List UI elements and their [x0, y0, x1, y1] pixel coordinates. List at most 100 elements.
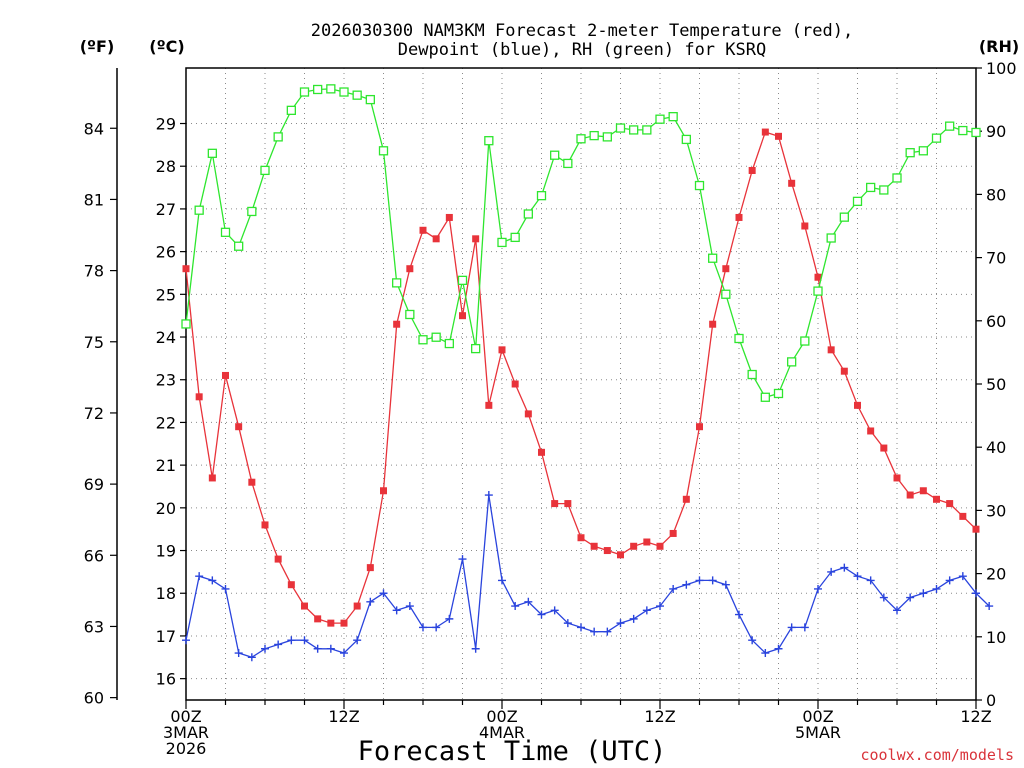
x-tick-label: 12Z [960, 707, 991, 726]
dewpoint-line [185, 494, 990, 659]
temperature-point [840, 367, 848, 375]
temperature-point [406, 265, 414, 273]
dewpoint-point [669, 584, 678, 593]
temperature-point [748, 166, 756, 174]
dewpoint-point [392, 606, 401, 615]
x-tick-label: 00Z [802, 707, 833, 726]
rh-point [365, 94, 375, 105]
rh-point [813, 286, 823, 296]
temperature-point [261, 521, 269, 529]
rh-point [286, 105, 296, 115]
rh-point [681, 134, 691, 145]
dewpoint-point [458, 555, 467, 564]
rh-point [839, 212, 849, 222]
rh-point [234, 241, 244, 251]
dewpoint-point [721, 580, 730, 589]
rh-point [773, 388, 784, 399]
rh-point [484, 136, 494, 146]
rh-point [694, 180, 705, 191]
dewpoint-point [774, 644, 783, 653]
dewpoint-point [261, 644, 269, 653]
dewpoint-point [221, 584, 230, 593]
celsius-tick-label: 28 [156, 157, 176, 176]
temperature-point [511, 380, 519, 388]
dewpoint-point [708, 576, 717, 585]
rh-point [879, 185, 889, 195]
fahrenheit-tick-label: 72 [84, 404, 104, 423]
dewpoint-point [827, 567, 836, 576]
rh-point [826, 233, 836, 243]
temperature-point [933, 495, 940, 503]
rh-point [852, 196, 863, 207]
dewpoint-point [893, 606, 901, 615]
dewpoint-point [274, 640, 283, 649]
temperature-point [814, 273, 822, 281]
dewpoint-point [537, 610, 546, 619]
fahrenheit-tick-label: 69 [84, 475, 104, 494]
dewpoint-point [853, 572, 862, 581]
rh-tick-label: 30 [986, 501, 1006, 520]
rh-tick-label: 60 [986, 312, 1006, 331]
x-tick-label: 00Z [486, 707, 517, 726]
rh-point [945, 121, 955, 131]
temperature-point [393, 320, 401, 328]
rh-point [800, 336, 810, 346]
rh-point [405, 309, 415, 320]
rh-point [866, 182, 876, 193]
rh-point [747, 369, 757, 380]
dewpoint-point [300, 636, 309, 645]
temperature-point [761, 128, 769, 136]
credit-text: coolwx.com/models [860, 746, 1014, 764]
rh-point [668, 112, 678, 122]
fahrenheit-tick-label: 81 [84, 190, 104, 209]
series-dewpoint [182, 491, 994, 662]
rh-point [892, 173, 902, 183]
fahrenheit-tick-label: 78 [84, 262, 104, 281]
chart-title-line-1: 2026030300 NAM3KM Forecast 2-meter Tempe… [311, 21, 853, 41]
rh-point [958, 125, 968, 136]
dewpoint-point [906, 593, 915, 602]
temperature-point [274, 555, 282, 563]
dewpoint-point [182, 636, 190, 645]
rh-point [971, 127, 981, 138]
axes: 60 63 66 69 72 75 78 81 84 16 17 18 19 20 21 22 23 24 25 26… [84, 59, 1017, 758]
temperature-point [472, 235, 480, 243]
x-tick-label: 3MAR [163, 723, 209, 742]
temperature-point [524, 410, 532, 418]
dewpoint-point [247, 653, 256, 662]
dewpoint-point [287, 636, 296, 645]
temperature-point [564, 500, 572, 508]
dewpoint-point [945, 576, 954, 585]
dewpoint-point [498, 576, 506, 585]
temperature-point [208, 474, 216, 482]
temperature-point [854, 401, 861, 409]
rh-point [194, 205, 204, 215]
temperature-point [195, 393, 203, 401]
temperature-point [314, 615, 322, 623]
celsius-tick-label: 21 [156, 456, 176, 475]
dewpoint-point [195, 572, 204, 581]
rh-point [550, 150, 560, 160]
temperature-point [709, 320, 717, 328]
rh-point [313, 84, 323, 95]
rh-point [721, 289, 731, 299]
fahrenheit-tick-label: 75 [84, 333, 104, 352]
temperature-point [630, 542, 638, 550]
temperature-point [327, 619, 335, 627]
dewpoint-point [958, 572, 967, 581]
x-tick-label: 00Z [170, 707, 201, 726]
rh-point [589, 130, 599, 141]
rh-point [339, 87, 349, 97]
rh-point [392, 278, 402, 288]
dewpoint-point [590, 627, 599, 636]
temperature-point [893, 474, 901, 482]
dewpoint-point [484, 491, 493, 500]
rh-point [576, 134, 586, 144]
rh-point [181, 319, 191, 329]
series-temperature [182, 128, 980, 627]
rh-tick-label: 70 [986, 249, 1006, 268]
dewpoint-point [208, 576, 217, 585]
rh-point [760, 392, 770, 402]
rh-point [431, 332, 441, 342]
